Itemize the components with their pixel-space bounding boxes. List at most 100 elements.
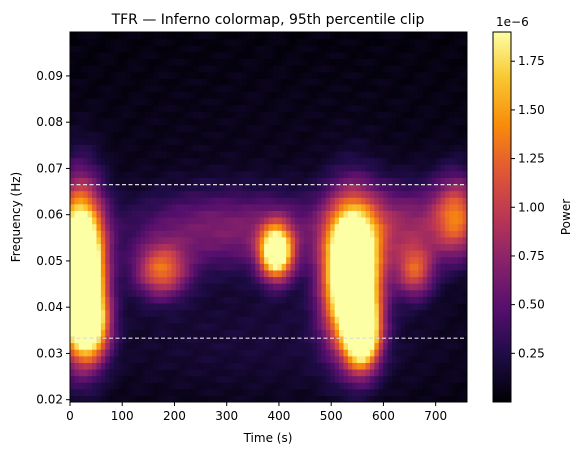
heatmap-cell	[167, 104, 173, 112]
heatmap-cell	[369, 263, 375, 271]
heatmap-cell	[347, 289, 353, 297]
heatmap-cell	[202, 71, 208, 79]
heatmap-cell	[444, 203, 450, 211]
heatmap-cell	[294, 51, 300, 60]
heatmap-cell	[374, 144, 380, 152]
heatmap-cell	[206, 150, 212, 159]
heatmap-cell	[171, 91, 177, 99]
heatmap-cell	[202, 316, 208, 324]
heatmap-cell	[409, 164, 415, 172]
heatmap-cell	[193, 329, 199, 337]
heatmap-cell	[405, 190, 411, 198]
heatmap-cell	[436, 91, 442, 99]
heatmap-cell	[361, 289, 367, 297]
heatmap-cell	[96, 38, 102, 46]
heatmap-cell	[436, 117, 442, 126]
heatmap-cell	[144, 111, 150, 119]
heatmap-cell	[387, 296, 393, 304]
heatmap-cell	[197, 137, 203, 145]
heatmap-cell	[242, 283, 248, 291]
heatmap-cell	[215, 250, 221, 258]
heatmap-cell	[400, 388, 406, 396]
heatmap-cell	[184, 395, 190, 402]
heatmap-cell	[202, 144, 208, 152]
heatmap-cell	[303, 65, 309, 73]
heatmap-cell	[250, 243, 256, 251]
heatmap-cell	[458, 210, 464, 218]
heatmap-cell	[122, 91, 128, 99]
heatmap-cell	[325, 150, 331, 159]
heatmap-cell	[83, 329, 89, 337]
heatmap-cell	[136, 256, 142, 264]
heatmap-cell	[255, 368, 261, 377]
heatmap-cell	[255, 309, 261, 317]
heatmap-cell	[444, 375, 450, 383]
heatmap-cell	[374, 124, 380, 132]
heatmap-cell	[233, 236, 239, 245]
heatmap-cell	[431, 210, 437, 218]
heatmap-cell	[321, 217, 327, 225]
heatmap-cell	[409, 223, 415, 231]
heatmap-cell	[259, 388, 265, 396]
heatmap-cell	[378, 183, 384, 192]
heatmap-cell	[405, 342, 411, 350]
heatmap-cell	[215, 84, 221, 93]
heatmap-cell	[440, 51, 446, 60]
heatmap-cell	[140, 296, 146, 304]
heatmap-cell	[369, 144, 375, 152]
heatmap-cell	[343, 388, 349, 396]
heatmap-cell	[149, 124, 155, 132]
heatmap-cell	[409, 382, 415, 390]
heatmap-cell	[255, 243, 261, 251]
heatmap-cell	[290, 335, 296, 344]
heatmap-cell	[281, 197, 287, 205]
heatmap-cell	[144, 78, 150, 86]
heatmap-cell	[105, 150, 111, 159]
heatmap-cell	[224, 131, 230, 139]
heatmap-cell	[70, 210, 76, 218]
heatmap-cell	[87, 137, 93, 145]
heatmap-cell	[259, 157, 265, 165]
heatmap-cell	[202, 276, 208, 284]
heatmap-cell	[96, 309, 102, 317]
heatmap-cell	[303, 283, 309, 291]
heatmap-cell	[303, 355, 309, 363]
heatmap-cell	[356, 250, 362, 258]
heatmap-cell	[374, 38, 380, 46]
heatmap-cell	[352, 263, 358, 271]
heatmap-cell	[264, 342, 270, 350]
heatmap-cell	[228, 289, 234, 297]
heatmap-cell	[272, 203, 278, 211]
heatmap-cell	[343, 170, 349, 178]
heatmap-cell	[158, 71, 164, 79]
heatmap-cell	[361, 236, 367, 245]
heatmap-cell	[78, 382, 84, 390]
heatmap-cell	[215, 164, 221, 172]
heatmap-cell	[259, 223, 265, 231]
heatmap-cell	[343, 289, 349, 297]
heatmap-cell	[308, 223, 314, 231]
heatmap-cell	[356, 256, 362, 264]
heatmap-cell	[92, 197, 98, 205]
heatmap-cell	[100, 283, 106, 291]
heatmap-cell	[233, 263, 239, 271]
heatmap-cell	[197, 197, 203, 205]
heatmap-cell	[219, 197, 225, 205]
heatmap-cell	[114, 104, 120, 112]
heatmap-cell	[396, 104, 402, 112]
heatmap-cell	[144, 91, 150, 99]
heatmap-cell	[215, 117, 221, 126]
heatmap-cell	[303, 388, 309, 396]
heatmap-cell	[427, 210, 433, 218]
heatmap-cell	[202, 131, 208, 139]
heatmap-cell	[427, 283, 433, 291]
heatmap-cell	[378, 197, 384, 205]
heatmap-cell	[453, 170, 459, 178]
heatmap-cell	[281, 45, 287, 53]
heatmap-cell	[144, 395, 150, 402]
heatmap-cell	[321, 98, 327, 106]
heatmap-cell	[189, 157, 195, 165]
heatmap-cell	[131, 322, 137, 330]
heatmap-cell	[83, 117, 89, 126]
heatmap-cell	[237, 58, 243, 66]
